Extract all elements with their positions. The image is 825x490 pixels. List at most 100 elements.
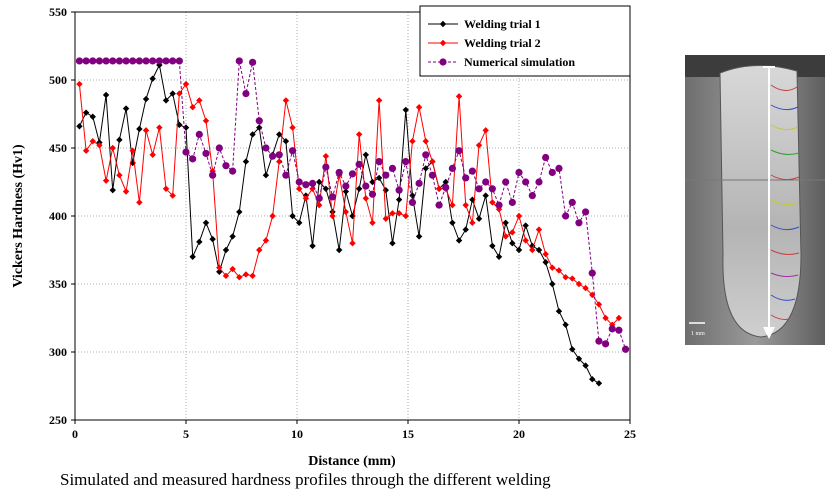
data-point <box>409 192 416 199</box>
data-point <box>388 164 397 172</box>
data-point <box>82 147 90 154</box>
data-point <box>216 264 223 271</box>
data-point <box>549 264 556 271</box>
y-tick-label: 300 <box>49 345 67 359</box>
data-point <box>555 267 563 274</box>
data-point <box>96 142 103 149</box>
data-point <box>302 195 310 202</box>
data-point <box>195 130 203 138</box>
data-point <box>236 274 243 281</box>
x-axis-label: Distance (mm) <box>308 454 396 469</box>
legend: Welding trial 1 Welding trial 2 Numerical … <box>419 5 631 77</box>
data-point <box>109 144 116 152</box>
data-point <box>415 233 423 240</box>
data-point <box>142 95 150 103</box>
data-point <box>355 160 363 168</box>
data-point <box>489 242 496 250</box>
data-point <box>129 57 137 65</box>
data-point <box>189 253 196 260</box>
data-point <box>149 75 156 82</box>
data-point <box>495 253 503 260</box>
data-point <box>315 194 323 202</box>
data-point <box>462 226 469 233</box>
data-point <box>555 308 563 315</box>
data-point <box>142 127 150 134</box>
data-point <box>422 151 430 159</box>
data-point <box>342 182 350 190</box>
data-point <box>475 185 483 193</box>
data-point <box>102 57 110 65</box>
data-point <box>529 246 536 254</box>
data-point <box>382 215 389 222</box>
data-point <box>422 165 429 172</box>
data-point <box>222 246 230 254</box>
data-point <box>308 179 317 187</box>
data-point <box>142 57 150 65</box>
data-point <box>462 174 470 182</box>
data-point <box>162 57 170 65</box>
data-point <box>316 201 323 209</box>
data-point <box>75 57 84 65</box>
y-tick-label: 500 <box>49 73 67 87</box>
x-tick-label: 20 <box>513 427 525 441</box>
data-point <box>542 250 549 258</box>
x-tick-label: 5 <box>183 427 189 441</box>
data-point <box>322 185 330 192</box>
data-point <box>135 57 143 65</box>
data-point <box>276 158 283 165</box>
data-point <box>449 219 456 226</box>
data-point <box>415 104 423 111</box>
data-point <box>448 164 456 172</box>
data-point <box>575 280 583 288</box>
y-tick-label: 550 <box>49 5 67 19</box>
data-point <box>296 185 303 192</box>
data-point <box>76 80 83 88</box>
data-point <box>402 212 409 220</box>
data-point <box>488 185 496 193</box>
data-point <box>522 178 530 186</box>
data-point <box>115 57 123 65</box>
data-point <box>222 272 230 280</box>
data-point <box>468 167 476 175</box>
data-point <box>562 212 570 220</box>
data-point <box>442 183 450 192</box>
data-point <box>395 196 403 203</box>
figure-caption: Simulated and measured hardness profiles… <box>60 470 551 489</box>
legend-marker <box>439 39 447 47</box>
data-point <box>189 155 197 163</box>
data-point <box>262 237 270 244</box>
data-point <box>122 57 130 65</box>
legend-label: Numerical simulation <box>464 55 575 69</box>
data-point <box>455 93 463 100</box>
data-point <box>595 337 603 345</box>
data-point <box>202 149 210 158</box>
data-point <box>422 138 429 145</box>
data-point <box>82 57 90 65</box>
data-point <box>429 158 436 165</box>
data-point <box>249 58 257 66</box>
weld-macrograph: 1 mm <box>685 55 825 345</box>
data-point <box>569 346 576 353</box>
data-point <box>362 182 370 190</box>
data-point <box>568 198 576 206</box>
data-point <box>621 345 630 353</box>
data-point <box>256 246 263 254</box>
data-point <box>269 212 276 220</box>
data-point <box>169 57 177 65</box>
data-point <box>349 240 356 247</box>
data-point <box>122 105 130 112</box>
data-point <box>482 178 490 186</box>
data-point <box>342 208 350 216</box>
data-point <box>129 147 136 154</box>
y-tick-label: 250 <box>49 413 67 427</box>
data-point <box>362 151 370 158</box>
series-line <box>79 60 627 350</box>
data-point <box>529 242 536 250</box>
data-point <box>282 97 290 104</box>
data-point <box>435 201 443 209</box>
data-point <box>242 158 250 165</box>
data-point <box>169 90 176 97</box>
x-tick-label: 25 <box>624 427 636 441</box>
data-point <box>235 57 243 65</box>
data-point <box>615 326 623 334</box>
